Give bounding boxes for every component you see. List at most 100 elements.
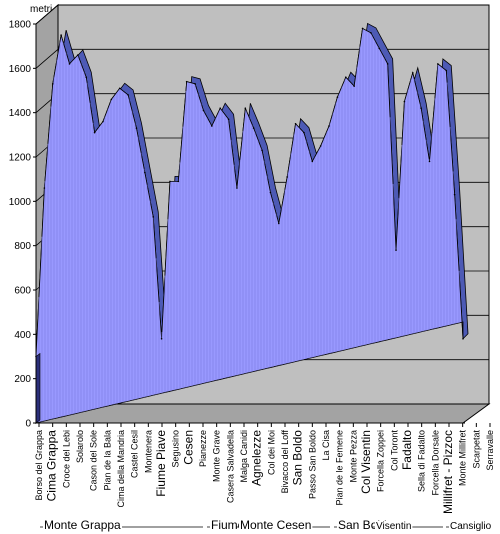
x-tick-label: Monte Pezza xyxy=(348,430,358,483)
data-point xyxy=(395,249,397,251)
data-point xyxy=(127,94,129,96)
data-point xyxy=(261,149,263,152)
data-point xyxy=(43,187,46,189)
region-label: Monte Cesen xyxy=(240,518,311,532)
y-tick-label: 1000 xyxy=(9,197,32,208)
region-label-bg xyxy=(239,518,313,532)
data-point xyxy=(169,180,171,183)
data-point xyxy=(68,63,71,65)
x-tick-label: Sella di Fadalto xyxy=(417,430,427,492)
elevation-series xyxy=(35,22,469,424)
data-point xyxy=(353,85,355,87)
data-point xyxy=(110,98,113,101)
x-tick-label: Bivacco del Loff xyxy=(280,430,290,494)
y-tick-label: 200 xyxy=(14,374,31,385)
data-point xyxy=(177,180,180,183)
x-tick-label: Forcella Zoppei xyxy=(376,430,386,492)
x-tick-label: Monte Millifret xyxy=(458,430,468,487)
data-point xyxy=(269,191,272,194)
data-point xyxy=(311,160,314,163)
data-point xyxy=(244,107,247,110)
x-tick-label: Castel Cesil xyxy=(130,430,140,478)
data-point xyxy=(211,125,213,127)
data-point xyxy=(370,32,372,34)
data-point xyxy=(85,76,88,78)
data-point xyxy=(60,34,62,36)
region-label: Cansiglio xyxy=(450,521,492,532)
x-tick-label: Croce del Lebi xyxy=(61,430,71,488)
region-label-bg xyxy=(43,518,123,532)
y-tick-label: 1800 xyxy=(9,20,32,31)
y-tick-label: 400 xyxy=(14,330,31,341)
x-tick-label: Solarolo xyxy=(75,430,85,463)
data-point xyxy=(144,171,146,174)
data-point xyxy=(336,96,339,98)
x-tick-label: Segusino xyxy=(171,430,181,468)
x-tick-label: La Cisa xyxy=(321,430,331,461)
y-tick-label: 0 xyxy=(25,419,31,430)
data-point xyxy=(386,63,389,65)
x-tick-label: Cason del Sole xyxy=(89,430,99,491)
x-tick-label: Pianezze xyxy=(198,430,208,467)
data-point xyxy=(135,127,138,129)
data-point xyxy=(411,71,414,74)
data-point xyxy=(319,145,322,147)
gridline xyxy=(35,48,489,69)
data-point xyxy=(51,83,54,85)
data-point xyxy=(445,69,448,72)
x-tick-label: San Boldo xyxy=(291,430,305,486)
data-point xyxy=(462,337,464,340)
y-tick-label: 600 xyxy=(14,286,31,297)
region-label: Monte Grappa xyxy=(44,518,121,532)
data-point xyxy=(118,87,121,90)
x-tick-label: Passo San Boldo xyxy=(307,430,317,499)
x-tick-label: Cima della Mandria xyxy=(116,430,126,508)
x-tick-label: Cima Grappa xyxy=(45,430,59,502)
x-tick-label: Pian de la Bala xyxy=(102,430,112,491)
x-tick-label: Scarpetat xyxy=(471,430,481,469)
x-tick-label: Millifret - Pizzoc xyxy=(441,430,455,514)
x-tick-label: Forcella Dorsale xyxy=(430,430,440,496)
data-point xyxy=(93,131,96,134)
data-point xyxy=(428,160,431,163)
x-tick-label: Fadalto xyxy=(400,430,414,470)
data-point xyxy=(361,27,364,30)
data-point xyxy=(420,107,422,110)
series-start-wall xyxy=(35,352,41,424)
region-label-bg xyxy=(375,521,413,532)
gridline xyxy=(35,4,489,25)
data-point xyxy=(286,176,288,178)
x-tick-label: Montenera xyxy=(143,430,153,473)
x-tick-label: Pian de le Femene xyxy=(335,430,345,506)
x-axis: Borso del Grappa Cima Grappa Croce del Leb… xyxy=(34,422,495,514)
y-axis: 0 200 400 600 800 1000 1200 1400 1600 1800 xyxy=(9,20,37,430)
x-tick-label: Monte Grave xyxy=(212,430,222,482)
data-point xyxy=(303,131,305,134)
y-tick-label: 1600 xyxy=(9,64,32,75)
data-point xyxy=(202,109,205,112)
data-point xyxy=(185,80,188,83)
y-tick-label: 800 xyxy=(14,241,31,252)
x-tick-label: Col Visentin xyxy=(359,430,373,494)
data-point xyxy=(294,122,297,125)
x-tick-label: Col dei Moi xyxy=(266,430,276,475)
x-tick-label: Borso del Grappa xyxy=(34,430,44,501)
y-tick-label: 1200 xyxy=(9,153,32,164)
region-label-bg xyxy=(449,521,493,532)
x-tick-label: Cesen xyxy=(181,430,195,465)
data-point xyxy=(152,216,155,218)
series-area xyxy=(35,27,464,424)
region-label: Visentin xyxy=(376,521,411,532)
x-tick-label: Casera Salvadella xyxy=(225,430,235,503)
data-point xyxy=(102,120,104,123)
data-point xyxy=(278,222,280,225)
data-point xyxy=(378,47,381,50)
data-point xyxy=(453,193,456,196)
data-point xyxy=(252,127,255,129)
x-tick-label: Col Toront xyxy=(389,430,399,471)
data-point xyxy=(77,54,79,56)
data-point xyxy=(219,107,221,110)
x-tick-label: Malga Canidi xyxy=(239,430,249,483)
